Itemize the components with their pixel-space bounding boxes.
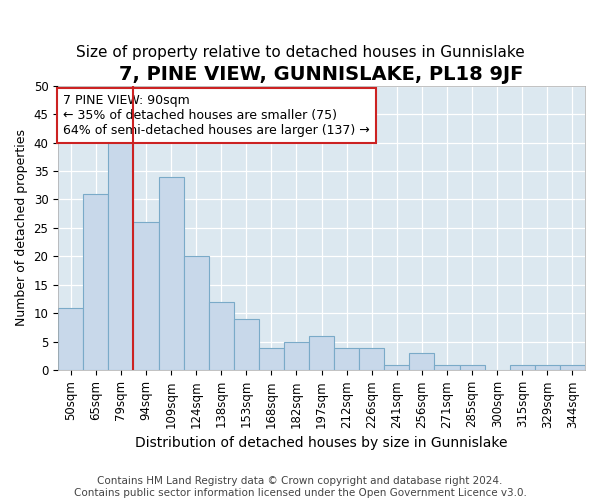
Bar (409, 353, 434, 370)
Bar (460, 364, 485, 370)
Text: Contains HM Land Registry data © Crown copyright and database right 2024.
Contai: Contains HM Land Registry data © Crown c… (74, 476, 526, 498)
Bar (209, 302, 234, 370)
Bar (560, 364, 585, 370)
Bar (58, 308, 83, 370)
Bar (83, 194, 109, 370)
Bar (510, 364, 535, 370)
Title: 7, PINE VIEW, GUNNISLAKE, PL18 9JF: 7, PINE VIEW, GUNNISLAKE, PL18 9JF (119, 65, 524, 84)
X-axis label: Distribution of detached houses by size in Gunnislake: Distribution of detached houses by size … (136, 436, 508, 450)
Bar (284, 342, 309, 370)
Bar (334, 348, 359, 370)
Bar (184, 256, 209, 370)
Bar (359, 348, 384, 370)
Y-axis label: Number of detached properties: Number of detached properties (15, 130, 28, 326)
Bar (535, 364, 560, 370)
Bar (109, 137, 133, 370)
Bar (384, 364, 409, 370)
Text: 7 PINE VIEW: 90sqm
← 35% of detached houses are smaller (75)
64% of semi-detache: 7 PINE VIEW: 90sqm ← 35% of detached hou… (64, 94, 370, 137)
Text: Size of property relative to detached houses in Gunnislake: Size of property relative to detached ho… (76, 45, 524, 60)
Bar (434, 364, 460, 370)
Bar (158, 176, 184, 370)
Bar (133, 222, 158, 370)
Bar (259, 348, 284, 370)
Bar (309, 336, 334, 370)
Bar (234, 319, 259, 370)
